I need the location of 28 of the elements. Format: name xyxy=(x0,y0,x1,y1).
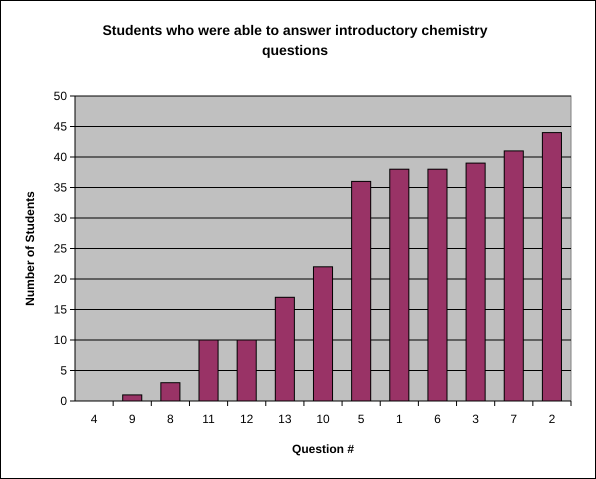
x-axis-title: Question # xyxy=(292,442,354,456)
x-tick-label: 1 xyxy=(396,412,403,426)
y-tick-label: 0 xyxy=(60,394,68,408)
y-tick-label: 10 xyxy=(54,333,68,348)
y-axis-title: Number of Students xyxy=(23,190,37,306)
x-tick-label: 9 xyxy=(128,412,136,426)
y-tick-label: 5 xyxy=(60,364,68,378)
y-tick-label: 30 xyxy=(54,211,68,226)
x-tick-label: 2 xyxy=(548,412,556,426)
x-tick-label: 3 xyxy=(472,412,480,426)
bar xyxy=(160,382,180,402)
y-tick-label: 45 xyxy=(54,120,68,134)
y-tick-label: 40 xyxy=(54,150,68,164)
x-tick-label: 5 xyxy=(358,412,365,426)
y-tick-label: 35 xyxy=(54,180,68,195)
y-tick-label: 50 xyxy=(54,89,68,104)
y-tick-label: 20 xyxy=(54,272,68,286)
x-tick-label: 4 xyxy=(90,412,98,426)
x-tick-label: 10 xyxy=(316,412,330,426)
x-tick-label: 13 xyxy=(278,412,292,426)
x-tick-label: 11 xyxy=(202,412,216,426)
x-tick-label: 8 xyxy=(167,412,174,426)
y-tick-label: 15 xyxy=(54,302,68,317)
x-tick-label: 7 xyxy=(510,412,518,426)
x-tick-label: 12 xyxy=(240,412,254,426)
x-tick-label: 6 xyxy=(434,412,442,426)
chart-title: Students who were able to answer introductory chemistry questions xyxy=(102,22,488,58)
y-tick-label: 25 xyxy=(54,242,68,256)
